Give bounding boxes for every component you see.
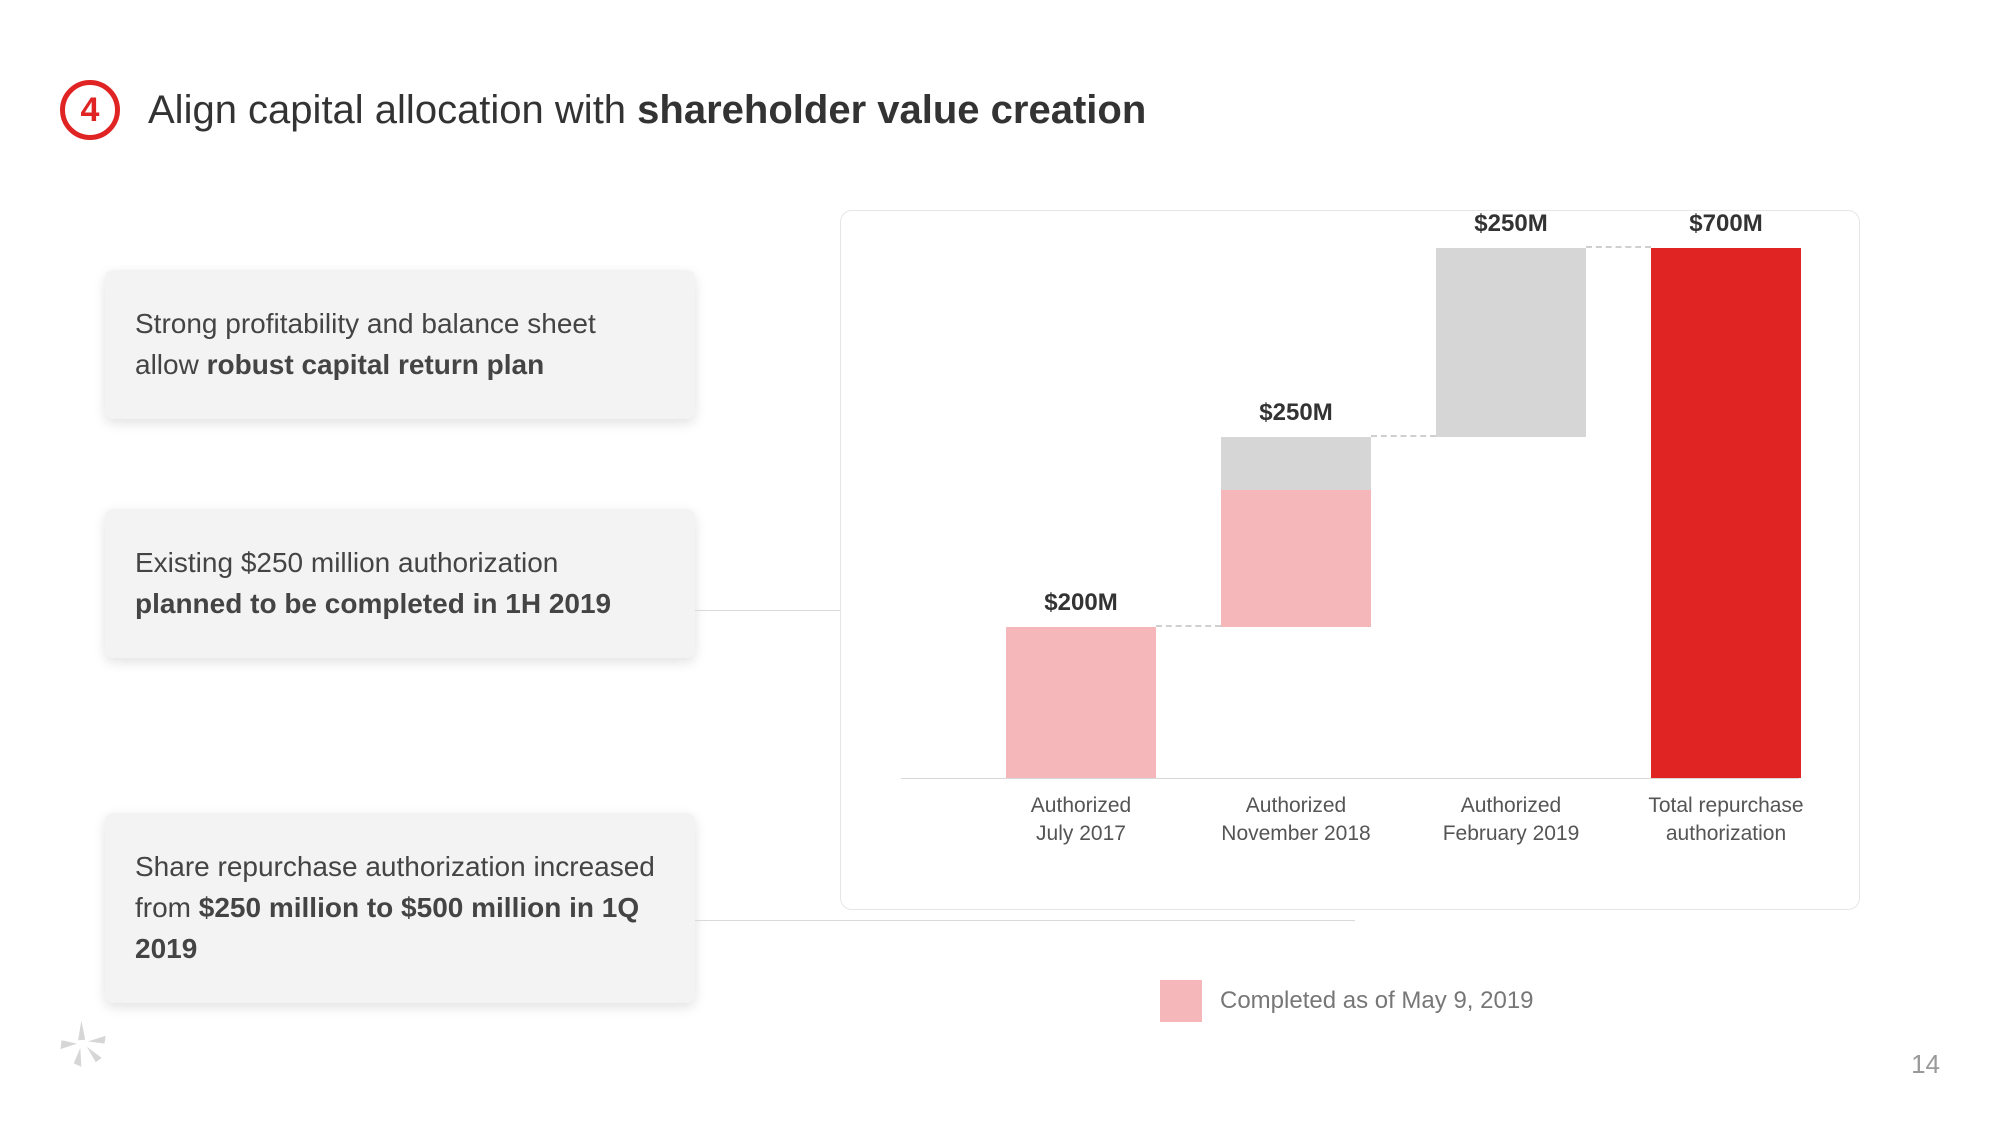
bar-value-label: $250M: [1221, 399, 1371, 427]
bar-x-label-line2: November 2018: [1196, 820, 1396, 848]
callout-text-bold: robust capital return plan: [207, 349, 545, 380]
bar-x-label: AuthorizedNovember 2018: [1196, 778, 1396, 849]
bar-x-label-line1: Total repurchase: [1626, 792, 1826, 820]
callout-box: Existing $250 million authorization plan…: [105, 509, 695, 658]
bar-segment: [1006, 627, 1156, 778]
bar-x-label-line2: February 2019: [1411, 820, 1611, 848]
yelp-burst-icon: [55, 1015, 110, 1070]
bar-x-label: Total repurchaseauthorization: [1626, 778, 1826, 849]
bar-x-label-line2: authorization: [1626, 820, 1826, 848]
bar-x-label-line1: Authorized: [1196, 792, 1396, 820]
chart-panel: $200MAuthorizedJuly 2017$250MAuthorizedN…: [840, 210, 1860, 910]
bar-x-label: AuthorizedFebruary 2019: [1411, 778, 1611, 849]
chart-legend: Completed as of May 9, 2019: [1160, 980, 1534, 1022]
bar-value-label: $200M: [1006, 589, 1156, 617]
bar-value-label: $700M: [1651, 210, 1801, 238]
waterfall-chart: $200MAuthorizedJuly 2017$250MAuthorizedN…: [901, 251, 1799, 779]
bar-x-label-line2: July 2017: [981, 820, 1181, 848]
callout-text-bold: planned to be completed in 1H 2019: [135, 588, 611, 619]
lead-line-2: [695, 920, 1355, 921]
bar-segment: [1221, 437, 1371, 489]
callout-box: Share repurchase authorization increased…: [105, 813, 695, 1003]
bar-value-label: $250M: [1436, 210, 1586, 238]
slide-title-pre: Align capital allocation with: [148, 88, 637, 132]
waterfall-connector: [1156, 625, 1221, 627]
waterfall-connector: [1371, 435, 1436, 437]
callout-box: Strong profitability and balance sheet a…: [105, 270, 695, 419]
section-number: 4: [81, 91, 100, 130]
bar-segment: [1651, 248, 1801, 778]
slide-header: 4 Align capital allocation with sharehol…: [60, 80, 1146, 140]
page-number: 14: [1911, 1049, 1940, 1080]
callouts-column: Strong profitability and balance sheet a…: [105, 270, 695, 1003]
legend-swatch-completed: [1160, 980, 1202, 1022]
legend-label: Completed as of May 9, 2019: [1220, 987, 1534, 1015]
slide-title-bold: shareholder value creation: [637, 88, 1146, 132]
bar-segment: [1436, 248, 1586, 437]
bar-segment: [1221, 490, 1371, 627]
slide-title: Align capital allocation with shareholde…: [148, 88, 1146, 133]
waterfall-connector: [1586, 246, 1651, 248]
bar-x-label-line1: Authorized: [981, 792, 1181, 820]
bar-x-label: AuthorizedJuly 2017: [981, 778, 1181, 849]
bar-x-label-line1: Authorized: [1411, 792, 1611, 820]
callout-text-pre: Existing $250 million authorization: [135, 547, 558, 578]
section-number-badge: 4: [60, 80, 120, 140]
callout-text-bold: $250 million to $500 million in 1Q 2019: [135, 892, 639, 964]
